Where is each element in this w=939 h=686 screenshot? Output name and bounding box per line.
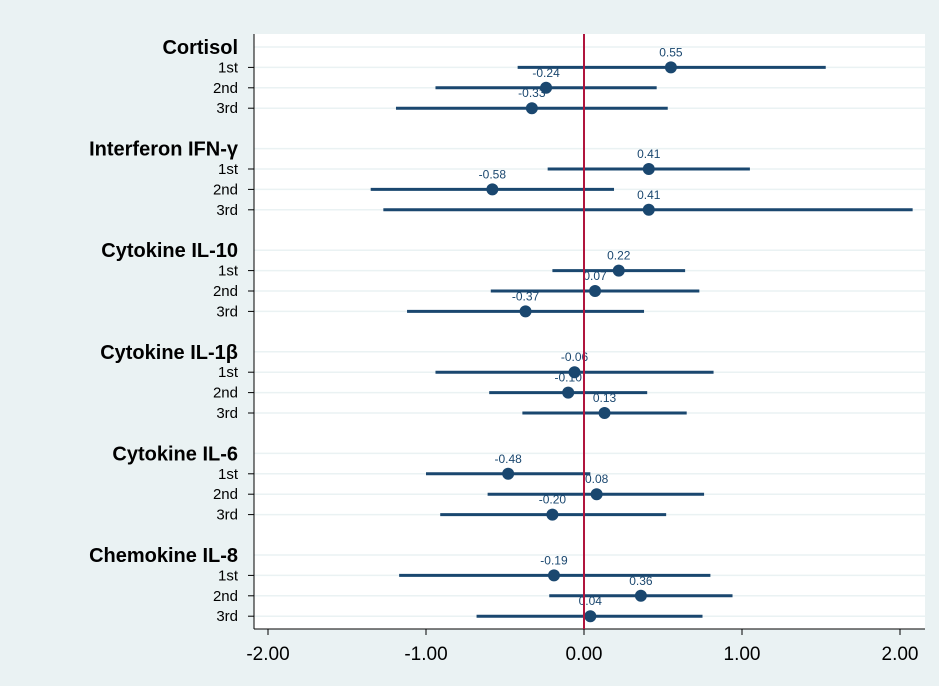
group-label: Chemokine IL-8 xyxy=(89,545,238,567)
estimate-point xyxy=(568,366,581,379)
value-label: -0.20 xyxy=(539,493,567,507)
value-label: 0.41 xyxy=(637,147,661,161)
estimate-point xyxy=(540,81,553,94)
row-label: 3rd xyxy=(216,303,238,320)
value-label: -0.37 xyxy=(512,289,540,303)
value-label: -0.58 xyxy=(479,167,507,181)
row-label: 1st xyxy=(218,364,239,381)
estimate-point xyxy=(589,285,602,297)
row-label: 3rd xyxy=(216,608,238,625)
value-label: 0.08 xyxy=(585,472,609,486)
estimate-point xyxy=(612,264,625,277)
estimate-point xyxy=(584,610,597,623)
value-label: -0.06 xyxy=(561,350,589,364)
value-label: -0.48 xyxy=(494,452,522,466)
row-label: 1st xyxy=(218,567,239,584)
row-label: 2nd xyxy=(213,385,238,402)
row-label: 1st xyxy=(218,59,239,76)
estimate-point xyxy=(598,407,611,419)
x-tick-label: 2.00 xyxy=(882,644,919,665)
value-label: 0.55 xyxy=(659,45,683,59)
group-label: Cortisol xyxy=(162,37,238,59)
x-tick-label: 1.00 xyxy=(724,644,761,665)
group-label: Cytokine IL-10 xyxy=(101,240,238,262)
group-label: Cytokine IL-6 xyxy=(112,443,238,465)
value-label: -0.24 xyxy=(532,66,560,80)
value-label: 0.22 xyxy=(607,249,631,263)
estimate-point xyxy=(634,589,647,602)
estimate-point xyxy=(664,61,677,74)
estimate-point xyxy=(590,488,603,501)
row-label: 1st xyxy=(218,161,239,178)
x-tick-label: 0.00 xyxy=(566,644,603,665)
row-label: 1st xyxy=(218,263,239,280)
group-label: Cytokine IL-1β xyxy=(100,342,238,364)
row-label: 3rd xyxy=(216,507,238,524)
estimate-point xyxy=(546,508,559,521)
estimate-point xyxy=(642,163,655,175)
row-label: 2nd xyxy=(213,80,238,97)
row-label: 2nd xyxy=(213,181,238,198)
estimate-point xyxy=(642,203,655,216)
row-label: 3rd xyxy=(216,100,238,117)
estimate-point xyxy=(502,467,515,480)
row-label: 2nd xyxy=(213,588,238,605)
x-tick-label: -2.00 xyxy=(246,644,289,665)
value-label: -0.19 xyxy=(540,553,568,567)
estimate-point xyxy=(525,102,538,115)
value-label: 0.41 xyxy=(637,188,661,202)
estimate-point xyxy=(547,569,560,582)
row-label: 3rd xyxy=(216,202,238,219)
plot-area xyxy=(254,34,925,629)
value-label: 0.07 xyxy=(583,269,607,283)
estimate-point xyxy=(519,305,532,318)
group-label: Interferon IFN-γ xyxy=(89,139,239,161)
row-label: 1st xyxy=(218,466,239,483)
estimate-point xyxy=(562,386,575,399)
value-label: 0.04 xyxy=(579,594,603,608)
row-label: 2nd xyxy=(213,283,238,300)
estimate-point xyxy=(486,183,499,196)
value-label: -0.10 xyxy=(555,371,583,385)
row-label: 3rd xyxy=(216,405,238,422)
value-label: -0.33 xyxy=(518,86,546,100)
row-label: 2nd xyxy=(213,486,238,503)
value-label: 0.13 xyxy=(593,391,617,405)
x-tick-label: -1.00 xyxy=(404,644,447,665)
value-label: 0.36 xyxy=(629,574,653,588)
